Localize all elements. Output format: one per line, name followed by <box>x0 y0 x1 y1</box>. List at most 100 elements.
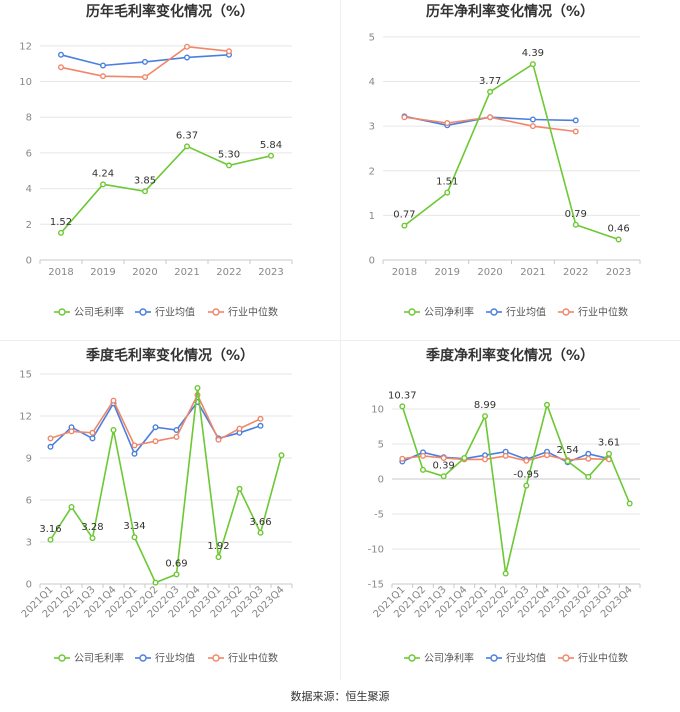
data-point <box>544 401 551 408</box>
legend-label: 行业中位数 <box>228 306 278 319</box>
data-point <box>502 452 509 459</box>
y-tick-label: 4 <box>26 184 32 195</box>
data-point <box>399 403 406 410</box>
y-tick-label: 2 <box>369 166 375 177</box>
data-label: 4.39 <box>522 48 544 59</box>
data-point <box>572 117 579 124</box>
y-tick-label: 0 <box>378 475 384 486</box>
data-label: 3.66 <box>249 517 271 528</box>
data-point <box>225 162 232 169</box>
data-point <box>47 443 54 450</box>
data-point <box>523 457 530 464</box>
y-tick-label: 5 <box>369 32 375 43</box>
data-point <box>544 452 551 459</box>
data-label: 0.46 <box>607 223 629 234</box>
data-point <box>99 73 106 80</box>
data-point <box>173 427 180 434</box>
y-tick-label: 10 <box>19 77 32 88</box>
legend-label: 行业中位数 <box>228 652 278 665</box>
data-point <box>110 397 117 404</box>
data-point <box>399 455 406 462</box>
data-label: 6.37 <box>176 130 198 141</box>
legend-marker-icon <box>408 308 416 316</box>
data-point <box>401 114 408 121</box>
series-line-company <box>49 387 283 584</box>
data-label: 0.69 <box>165 558 187 569</box>
legend-marker-icon <box>212 308 220 316</box>
data-point <box>420 466 427 473</box>
x-tick-label: 2022 <box>563 267 588 278</box>
series-line-company <box>401 402 631 574</box>
y-tick-label: 12 <box>19 412 32 423</box>
data-label: 4.24 <box>92 168 114 179</box>
legend-label: 公司净利率 <box>424 306 474 319</box>
data-point <box>183 143 190 150</box>
legend-label: 行业均值 <box>506 306 546 319</box>
data-point <box>173 571 180 578</box>
legend-label: 行业均值 <box>506 652 546 665</box>
data-point <box>257 422 264 429</box>
legend-label: 公司毛利率 <box>74 652 124 665</box>
legend-marker-icon <box>212 654 220 662</box>
data-label: 3.28 <box>81 522 103 533</box>
data-point <box>585 455 592 462</box>
data-point <box>99 181 106 188</box>
data-point <box>572 221 579 228</box>
y-tick-label: 8 <box>26 113 32 124</box>
data-label: 1.51 <box>436 177 458 188</box>
y-tick-label: 15 <box>19 370 32 381</box>
data-point <box>89 429 96 436</box>
data-point <box>68 428 75 435</box>
data-point <box>529 123 536 130</box>
series-line-industry-median <box>50 393 261 447</box>
data-point <box>487 88 494 95</box>
data-point <box>401 222 408 229</box>
data-label: 0.79 <box>565 209 587 220</box>
series-line-company <box>403 62 619 241</box>
data-label: 1.92 <box>207 541 229 552</box>
y-tick-label: 9 <box>26 454 32 465</box>
legend-marker-icon <box>562 308 570 316</box>
data-point <box>183 54 190 61</box>
data-label: 10.37 <box>388 390 417 401</box>
x-tick-label: 2021 <box>174 267 199 278</box>
legend-label: 公司毛利率 <box>74 306 124 319</box>
y-tick-label: 3 <box>369 122 375 133</box>
y-tick-label: 1 <box>369 211 375 222</box>
data-point <box>58 229 65 236</box>
data-point <box>482 456 489 463</box>
data-label: 5.30 <box>218 149 240 160</box>
data-point <box>487 114 494 121</box>
y-tick-label: 2 <box>26 220 32 231</box>
data-point <box>141 188 148 195</box>
chart-title: 季度净利率变化情况（%） <box>425 347 594 364</box>
data-point <box>152 424 159 431</box>
data-point <box>444 189 451 196</box>
data-point <box>572 128 579 135</box>
legend-label: 公司净利率 <box>424 652 474 665</box>
data-point <box>523 482 530 489</box>
data-point <box>440 473 447 480</box>
data-label: 0.77 <box>393 210 415 221</box>
data-point <box>173 434 180 441</box>
y-tick-label: 6 <box>26 148 32 159</box>
data-point <box>585 450 592 457</box>
y-tick-label: 6 <box>26 496 32 507</box>
x-tick-label: 2020 <box>477 267 502 278</box>
x-tick-label: 2019 <box>90 267 115 278</box>
data-point <box>194 385 201 392</box>
data-label: 0.39 <box>433 460 455 471</box>
data-label: 3.77 <box>479 76 501 87</box>
legend-marker-icon <box>490 308 498 316</box>
data-point <box>131 450 138 457</box>
data-point <box>58 64 65 71</box>
y-tick-label: 3 <box>26 538 32 549</box>
data-point <box>68 504 75 511</box>
data-point <box>585 473 592 480</box>
y-tick-label: -15 <box>368 580 384 591</box>
x-tick-label: 2021 <box>520 267 545 278</box>
data-point <box>225 48 232 55</box>
data-point <box>268 152 275 159</box>
data-point <box>626 500 633 507</box>
data-point <box>461 455 468 462</box>
